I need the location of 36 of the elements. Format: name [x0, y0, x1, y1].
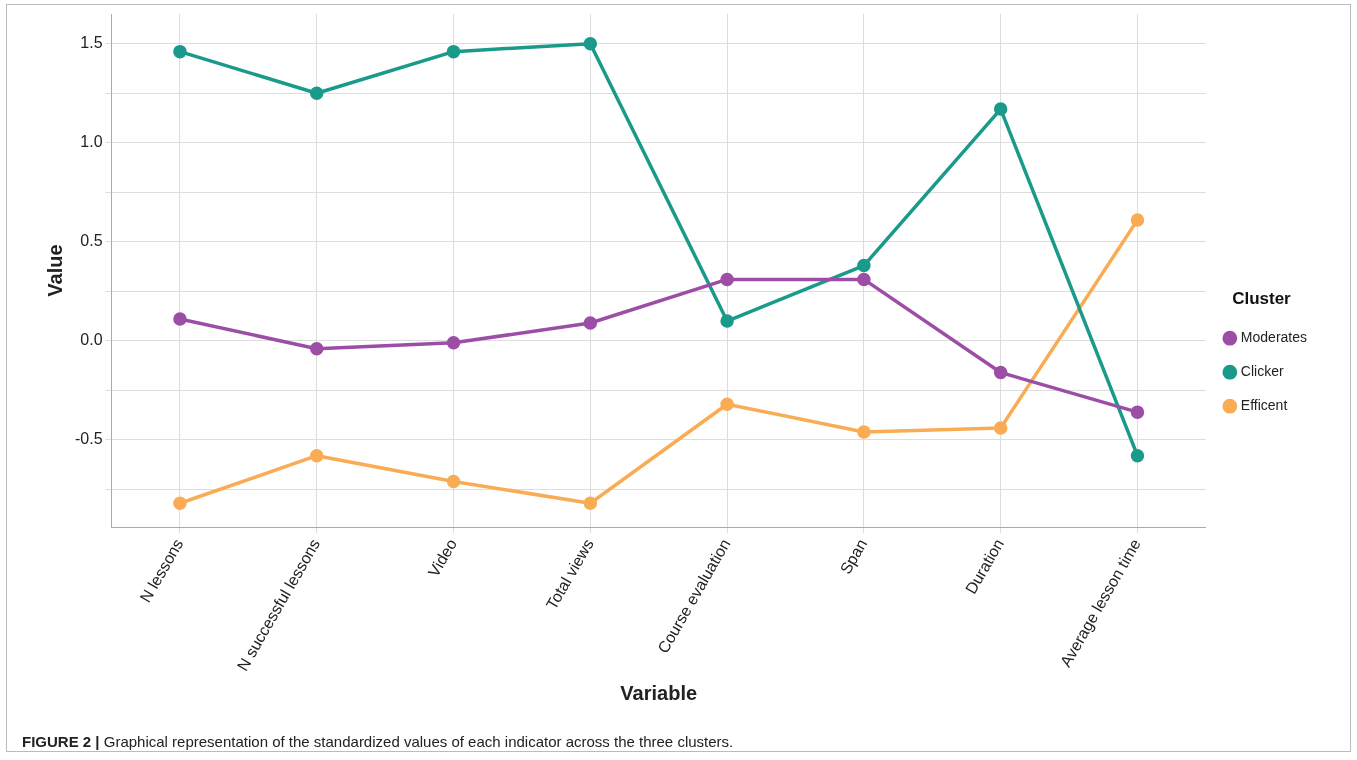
point: [857, 272, 871, 287]
point: [583, 316, 598, 330]
point: [857, 258, 871, 273]
point: [720, 397, 734, 411]
y-tick-label: -0.5: [74, 430, 103, 448]
point: [993, 365, 1008, 380]
point: [310, 342, 324, 356]
point: [446, 44, 461, 59]
x-axis-title: Variable: [620, 681, 698, 704]
point: [583, 496, 598, 510]
point: [857, 425, 871, 439]
point: [173, 44, 187, 59]
y-tick-label: 0.5: [80, 232, 103, 250]
legend-title: Cluster: [1232, 288, 1292, 308]
point: [173, 496, 187, 510]
y-tick-label: 1.5: [80, 34, 103, 52]
y-tick-label: 0.0: [80, 331, 103, 349]
point: [993, 102, 1008, 116]
point: [1130, 213, 1145, 227]
point: [993, 421, 1008, 435]
legend-label: Efficent: [1240, 397, 1288, 414]
point: [720, 314, 734, 328]
y-axis-title: Value: [43, 244, 66, 297]
y-tick-label: 1.0: [80, 133, 103, 151]
legend-label: Moderates: [1240, 329, 1308, 346]
point: [446, 474, 461, 489]
point: [446, 336, 461, 350]
caption: FIGURE 2 | Graphical representation of the standardized values of each indicator across the three clusters.: [22, 733, 734, 750]
point: [583, 36, 598, 51]
point: [1130, 448, 1145, 463]
legend-label: Clicker: [1240, 363, 1284, 380]
point: [310, 448, 324, 463]
point: [173, 312, 187, 326]
point: [310, 86, 324, 100]
point: [720, 272, 734, 287]
point: [1130, 405, 1145, 419]
